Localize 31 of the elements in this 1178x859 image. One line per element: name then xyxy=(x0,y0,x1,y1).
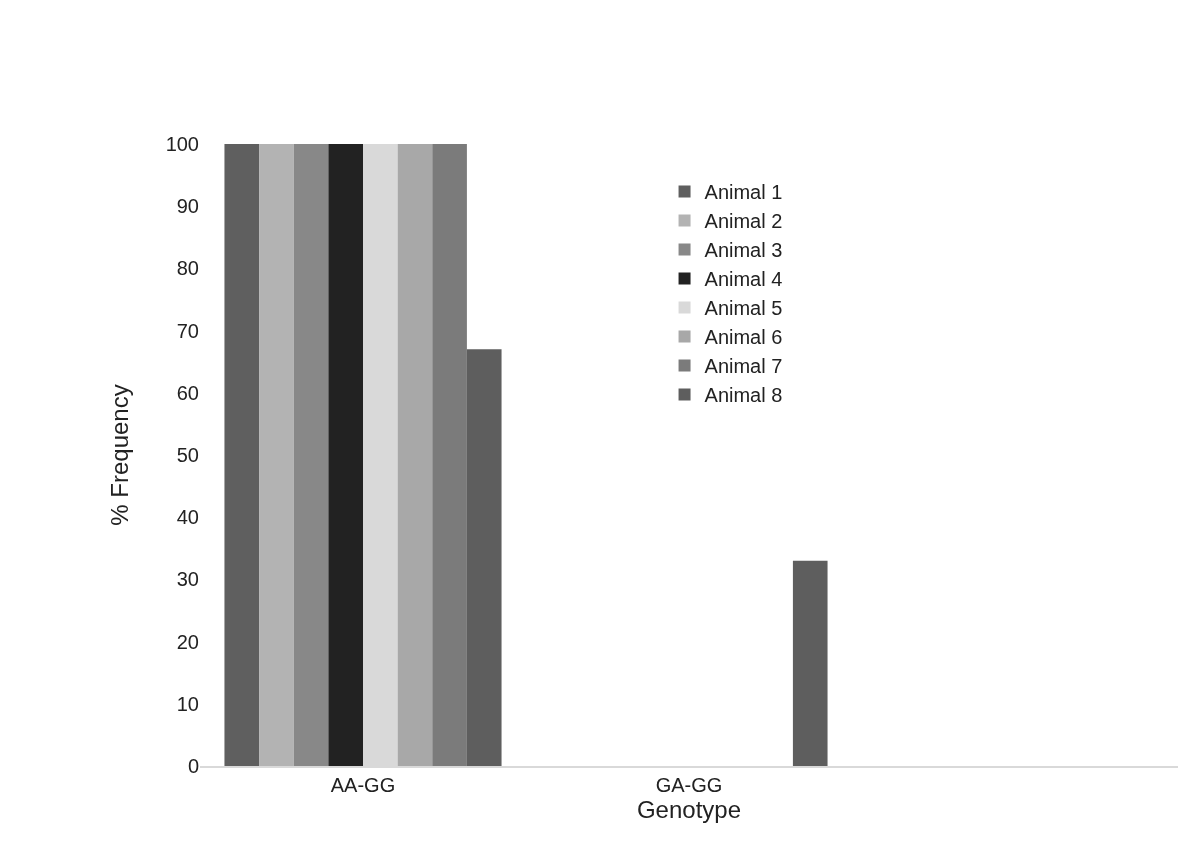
bar xyxy=(432,144,467,766)
x-tick-label: GA-GG xyxy=(655,774,723,796)
y-tick-label: 30 xyxy=(176,568,199,591)
y-tick-label: 10 xyxy=(176,692,199,715)
bar xyxy=(792,560,828,766)
legend-label: Animal 8 xyxy=(704,384,783,407)
legend-label: Animal 5 xyxy=(704,297,783,320)
legend-label: Animal 7 xyxy=(704,355,783,378)
y-tick-label: 0 xyxy=(187,755,199,777)
bar xyxy=(328,144,363,766)
legend-label: Animal 3 xyxy=(704,239,783,262)
y-tick-label: 60 xyxy=(176,381,199,404)
x-axis-title: Genotype xyxy=(636,796,742,823)
y-tick-label: 90 xyxy=(176,195,199,218)
bar xyxy=(224,144,260,766)
y-tick-label: 70 xyxy=(176,319,199,342)
legend-label: Animal 2 xyxy=(704,210,783,233)
legend-label: Animal 1 xyxy=(704,181,783,204)
y-tick-label: 80 xyxy=(176,257,199,280)
legend-label: Animal 4 xyxy=(704,268,783,291)
y-tick-label: 40 xyxy=(176,506,199,529)
y-tick-label: 100 xyxy=(165,133,199,155)
y-tick-label: 20 xyxy=(176,630,199,653)
y-axis-title: % Frequency xyxy=(105,384,133,526)
bar xyxy=(293,144,329,766)
bar xyxy=(466,349,502,766)
bar xyxy=(259,144,294,766)
bar xyxy=(397,144,433,766)
x-tick-label: AA-GG xyxy=(330,774,396,796)
legend-label: Animal 6 xyxy=(704,326,783,349)
y-tick-label: 50 xyxy=(176,444,199,466)
